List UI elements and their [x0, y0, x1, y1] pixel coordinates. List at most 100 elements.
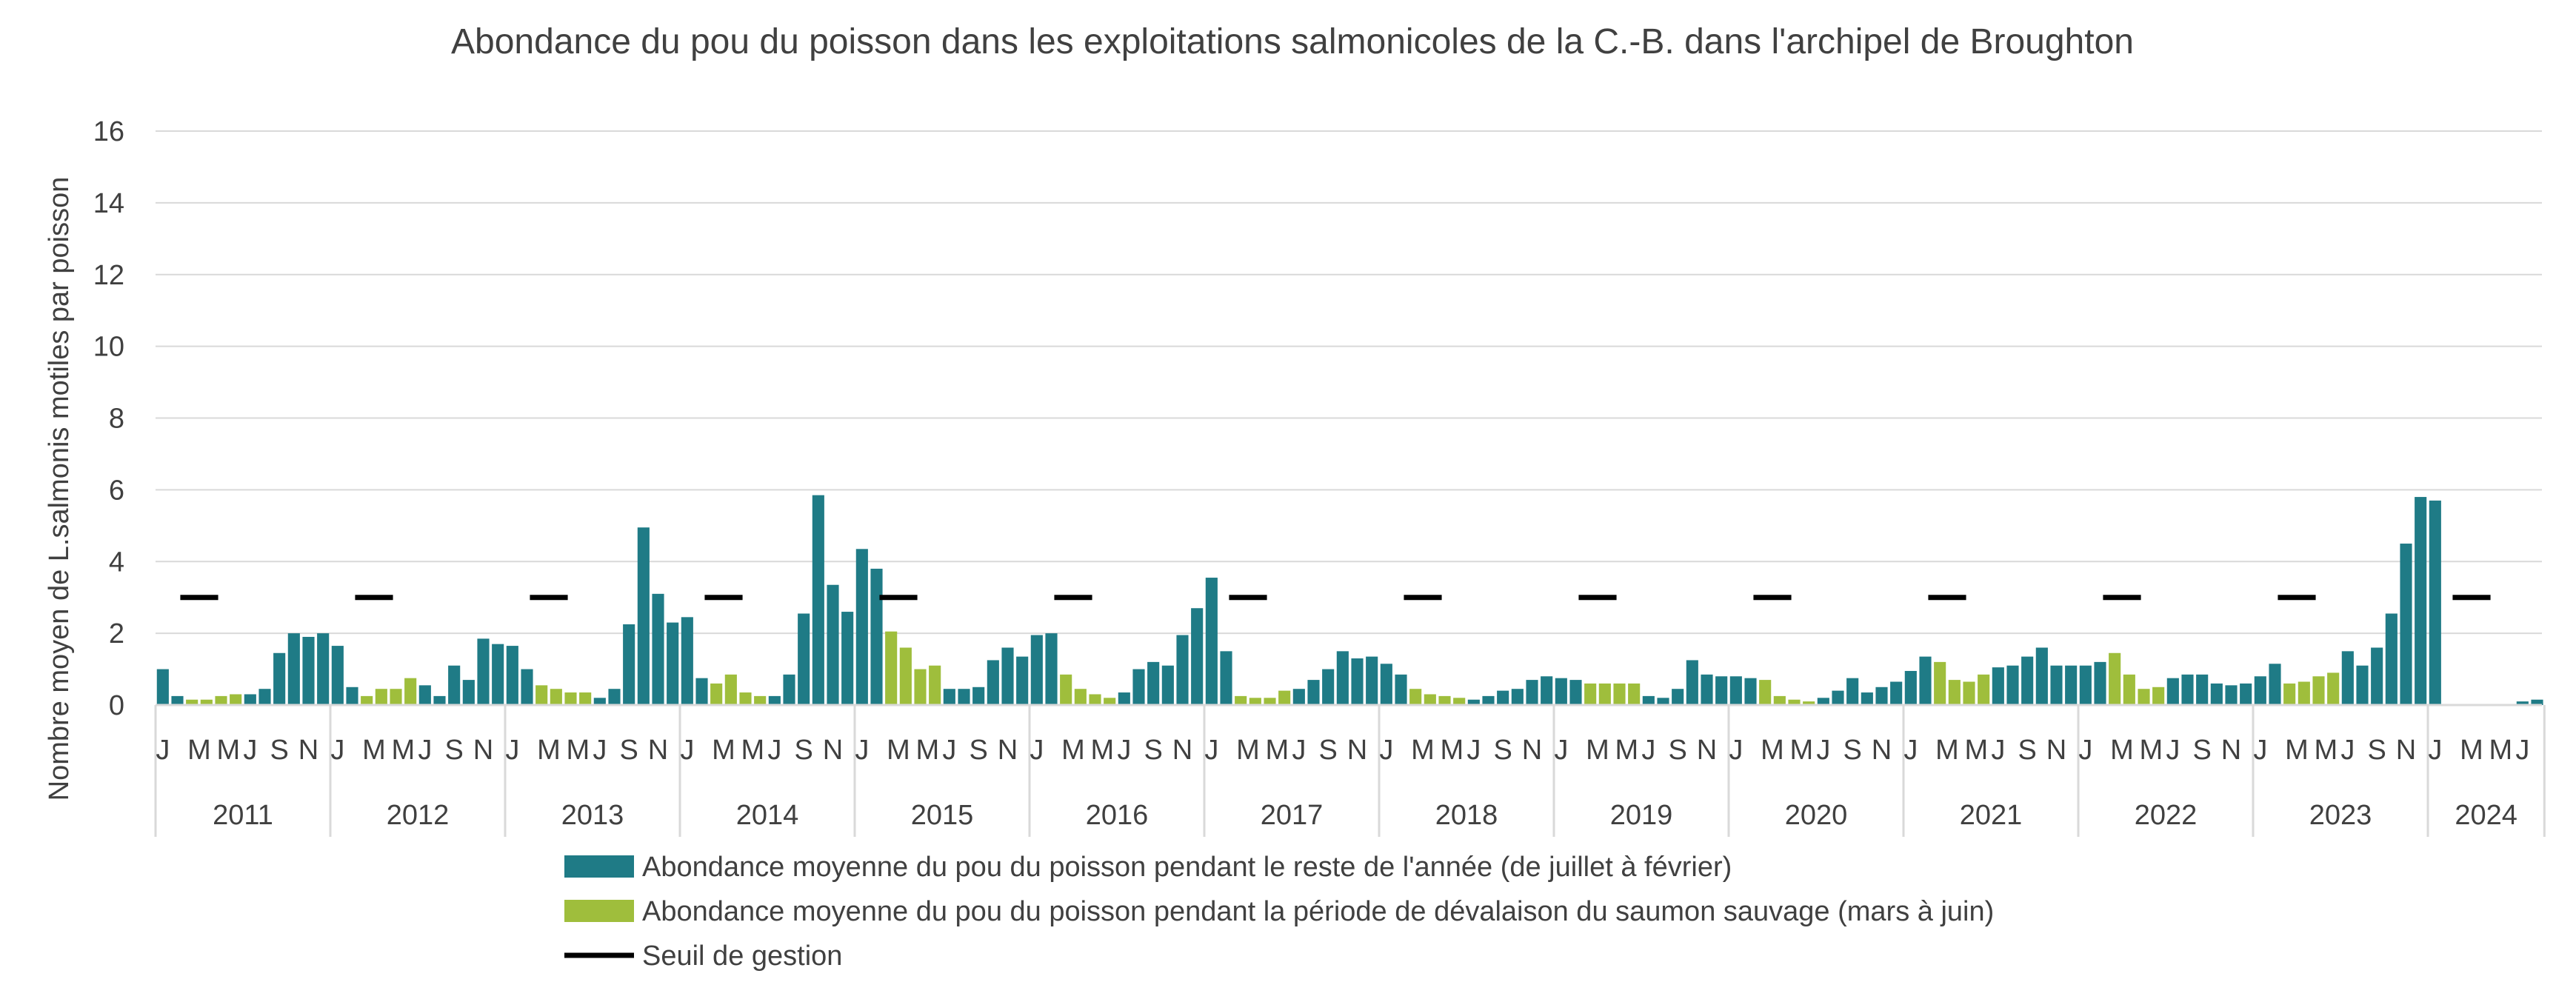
month-tick-label: N	[1347, 735, 1367, 766]
month-tick-label: J	[767, 735, 781, 766]
bar	[564, 692, 577, 705]
bar	[958, 689, 970, 705]
month-tick-label: M	[567, 735, 590, 766]
y-tick-label: 2	[109, 618, 124, 649]
bar	[1861, 692, 1873, 705]
bar	[1307, 680, 1320, 705]
month-tick-label: J	[680, 735, 694, 766]
bar	[1686, 660, 1698, 705]
bar	[2283, 683, 2296, 705]
bar	[1890, 681, 1903, 705]
bar	[1482, 695, 1495, 705]
month-tick-label: M	[2110, 735, 2134, 766]
month-tick-label: N	[998, 735, 1018, 766]
month-tick-label: J	[2515, 735, 2529, 766]
bar	[2356, 665, 2369, 705]
legend-label: Abondance moyenne du pou du poisson pend…	[642, 852, 1732, 883]
bar	[1744, 678, 1757, 705]
bar	[2109, 652, 2121, 705]
year-label: 2019	[1610, 800, 1673, 831]
bar	[2371, 647, 2383, 705]
bar	[1366, 656, 1378, 705]
month-tick-label: S	[1493, 735, 1512, 766]
bar	[1395, 674, 1407, 705]
bar	[943, 689, 955, 705]
bar	[1205, 578, 1218, 705]
bar	[1089, 694, 1101, 705]
bar	[608, 689, 621, 705]
legend-label: Abondance moyenne du pou du poisson pend…	[642, 896, 1994, 927]
month-tick-label: M	[712, 735, 735, 766]
bar	[798, 613, 810, 705]
bar	[287, 633, 300, 705]
bar	[1351, 658, 1364, 705]
month-tick-label: M	[741, 735, 765, 766]
bar	[1424, 694, 1436, 705]
month-tick-label: J	[2166, 735, 2180, 766]
bar	[2050, 665, 2063, 705]
month-tick-label: M	[1965, 735, 1989, 766]
bar	[404, 678, 417, 705]
month-tick-label: M	[1761, 735, 1784, 766]
bar	[1176, 635, 1189, 705]
month-tick-label: M	[2315, 735, 2338, 766]
bar	[1803, 701, 1815, 705]
bar	[1438, 695, 1451, 705]
bar	[1569, 680, 1582, 705]
month-tick-label: M	[392, 735, 416, 766]
year-label: 2017	[1261, 800, 1324, 831]
bar	[855, 549, 868, 705]
bar	[1161, 665, 1174, 705]
bar	[1104, 698, 1116, 705]
bar	[2181, 674, 2194, 705]
bars	[156, 495, 2543, 705]
legend-label: Seuil de gestion	[642, 941, 842, 972]
bar	[1613, 683, 1626, 705]
month-tick-label: S	[1144, 735, 1162, 766]
bar	[710, 683, 723, 705]
bar	[1642, 695, 1655, 705]
month-tick-label: M	[362, 735, 386, 766]
bar	[667, 622, 679, 705]
bar	[1030, 635, 1043, 705]
bar	[2415, 497, 2427, 705]
month-tick-label: M	[1790, 735, 1814, 766]
bar	[506, 646, 518, 705]
year-label: 2014	[736, 800, 799, 831]
bar	[623, 624, 635, 705]
month-tick-label: J	[2340, 735, 2355, 766]
bar	[593, 698, 606, 705]
bar	[2065, 665, 2078, 705]
month-tick-label: J	[593, 735, 607, 766]
month-tick-label: N	[2221, 735, 2241, 766]
bar	[2021, 656, 2034, 705]
bar	[870, 568, 883, 705]
y-tick-label: 10	[93, 332, 124, 363]
bar	[2094, 661, 2106, 705]
bar	[1992, 667, 2004, 705]
month-tick-label: M	[916, 735, 940, 766]
month-tick-label: J	[2078, 735, 2092, 766]
month-tick-label: M	[2460, 735, 2483, 766]
bar	[637, 527, 650, 705]
y-tick-label: 4	[109, 547, 124, 578]
bar	[1628, 683, 1641, 705]
y-tick-label: 16	[93, 116, 124, 147]
month-tick-label: J	[2428, 735, 2442, 766]
bar	[2079, 665, 2092, 705]
month-tick-label: J	[156, 735, 170, 766]
bar	[1526, 680, 1538, 705]
bar	[885, 631, 898, 705]
bar	[244, 694, 256, 705]
bar	[186, 699, 198, 705]
year-label: 2021	[1960, 800, 2023, 831]
bar	[2385, 613, 2398, 705]
bar	[2312, 676, 2325, 705]
month-tick-label: J	[1379, 735, 1393, 766]
bar	[1235, 695, 1247, 705]
month-tick-label: J	[1903, 735, 1918, 766]
bar	[2298, 681, 2310, 705]
legend-swatch-outmigration	[564, 900, 634, 922]
year-label: 2023	[2309, 800, 2372, 831]
